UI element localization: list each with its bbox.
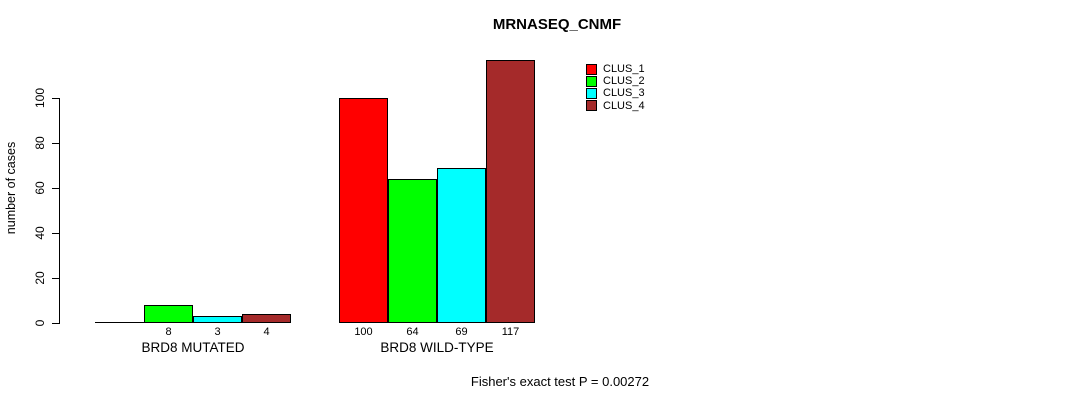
bar-clus-2-brd8-wild-type (388, 179, 437, 323)
legend-label: CLUS_3 (603, 87, 645, 100)
bar-value-label: 4 (263, 326, 270, 338)
bar-clus-4-brd8-mutated (242, 314, 291, 323)
y-tick-label: 0 (33, 319, 47, 327)
x-category-label: BRD8 MUTATED (141, 340, 245, 355)
y-axis-line (59, 98, 60, 324)
bar-value-label: 100 (354, 326, 373, 338)
legend-item: CLUS_4 (586, 100, 645, 112)
y-tick (52, 98, 59, 99)
y-tick-label: 60 (33, 181, 47, 195)
legend-label: CLUS_1 (603, 63, 645, 76)
bar-clus-3-brd8-mutated (193, 316, 242, 323)
bar-clus-1-brd8-wild-type (339, 98, 388, 323)
y-tick (52, 323, 59, 324)
y-tick (52, 143, 59, 144)
legend-item: CLUS_1 (586, 63, 645, 75)
bar-value-label: 8 (165, 326, 172, 338)
legend: CLUS_1 CLUS_2 CLUS_3 CLUS_4 (586, 63, 645, 112)
legend-swatch-icon (586, 63, 597, 75)
y-tick-label: 80 (33, 136, 47, 150)
y-axis-title: number of cases (4, 141, 18, 235)
y-tick (52, 188, 59, 189)
bar-clus-4-brd8-wild-type (486, 60, 535, 323)
legend-swatch-icon (586, 100, 597, 112)
y-tick-label: 20 (33, 271, 47, 285)
bar-clus-2-brd8-mutated (144, 305, 193, 323)
legend-item: CLUS_3 (586, 87, 645, 99)
y-tick-label: 40 (33, 226, 47, 240)
legend-swatch-icon (586, 75, 597, 87)
y-tick (52, 233, 59, 234)
legend-label: CLUS_2 (603, 75, 645, 88)
bar-value-label: 64 (406, 326, 419, 338)
bar-value-label: 3 (214, 326, 221, 338)
bar-clus-3-brd8-wild-type (437, 168, 486, 323)
bar-value-label: 69 (455, 326, 468, 338)
legend-label: CLUS_4 (603, 99, 645, 112)
y-tick-label: 100 (33, 87, 47, 109)
bar-clus-1-brd8-mutated (95, 322, 144, 323)
legend-item: CLUS_2 (586, 75, 645, 87)
annotation-text: Fisher's exact test P = 0.00272 (470, 374, 650, 389)
legend-swatch-icon (586, 87, 597, 99)
bar-value-label: 117 (501, 326, 520, 338)
x-category-label: BRD8 WILD-TYPE (380, 340, 494, 355)
y-tick (52, 278, 59, 279)
chart-title: MRNASEQ_CNMF (492, 16, 622, 33)
